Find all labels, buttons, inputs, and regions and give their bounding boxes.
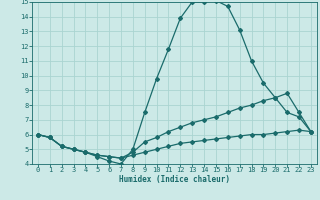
X-axis label: Humidex (Indice chaleur): Humidex (Indice chaleur) xyxy=(119,175,230,184)
